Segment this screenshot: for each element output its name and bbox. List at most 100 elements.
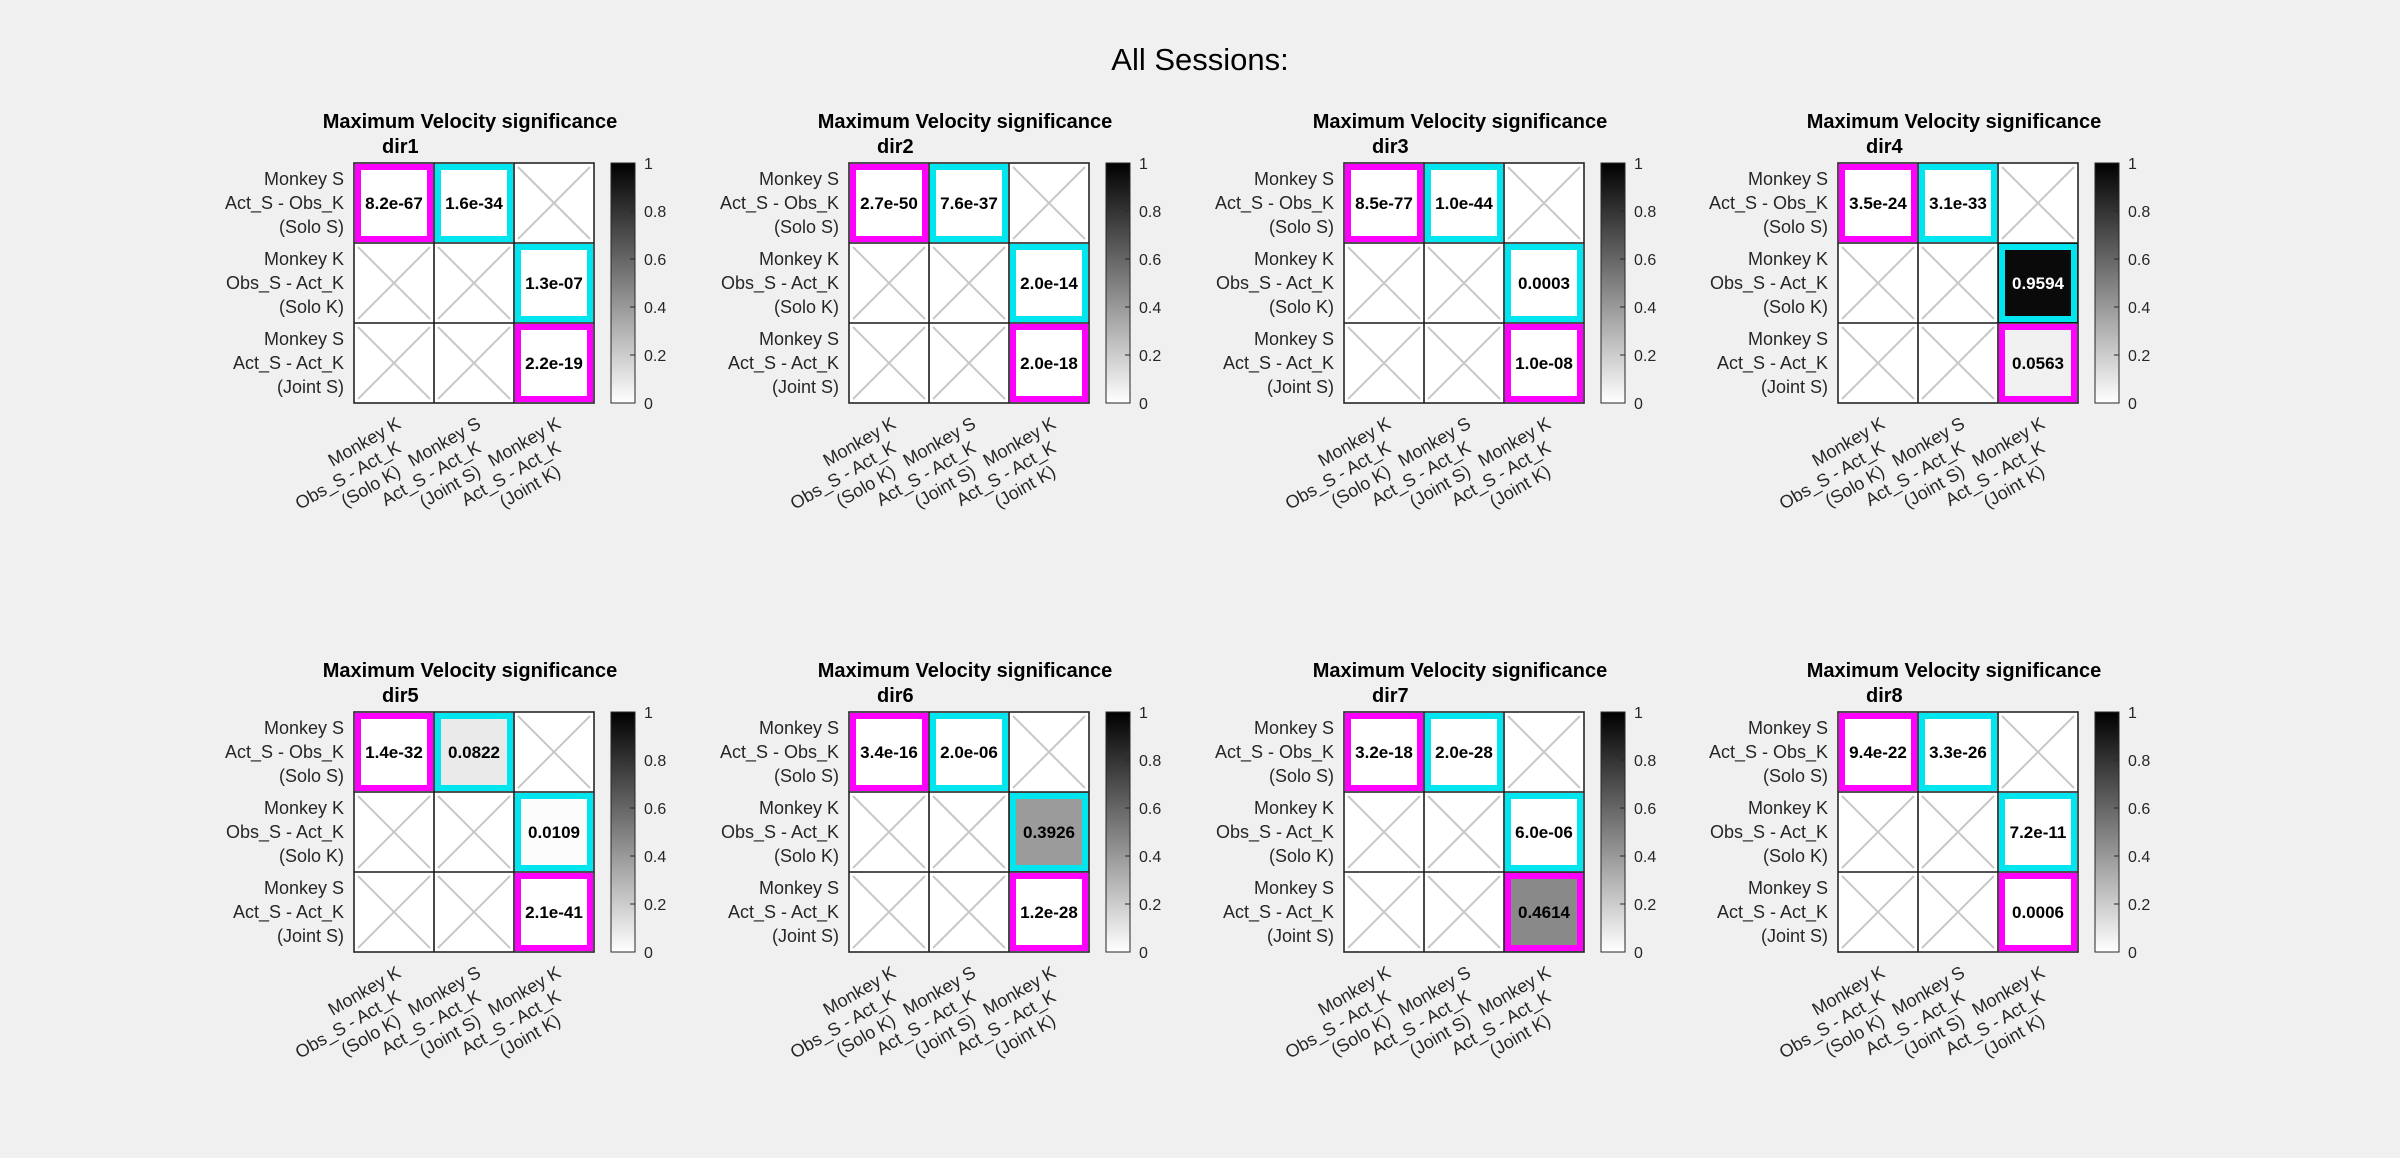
colorbar-tick-label: 0.4 (644, 849, 666, 866)
heatmap-cell (849, 712, 929, 792)
cell-value-label: 8.5e-77 (1355, 194, 1413, 213)
heatmap-cell (1009, 243, 1089, 323)
heatmap-border (1837, 711, 2079, 953)
cell-value-label: 0.0563 (2012, 354, 2064, 373)
colorbar-tick-label: 0.4 (2128, 300, 2150, 317)
empty-cell-cross (852, 246, 926, 320)
colorbar (1600, 711, 1626, 953)
row-label: Obs_S - Act_K (1710, 822, 1828, 843)
heatmap-cell (354, 712, 434, 792)
heatmap-cell (1998, 323, 2078, 403)
row-label: Obs_S - Act_K (226, 273, 344, 294)
cell-value-label: 6.0e-06 (1515, 823, 1573, 842)
panel-title: Maximum Velocity significance (1313, 660, 1608, 682)
heatmap-cell (514, 872, 594, 952)
cell-value-label: 3.4e-16 (860, 743, 918, 762)
colorbar-tick-label: 0.8 (644, 753, 666, 770)
highlight-box-magenta (355, 164, 433, 242)
highlight-box-cyan (1919, 713, 1997, 791)
empty-cell-cross (1347, 326, 1421, 400)
colorbar (1105, 711, 1131, 953)
row-label: (Solo S) (1269, 217, 1334, 237)
row-label: Obs_S - Act_K (1216, 273, 1334, 294)
row-label: (Solo S) (279, 217, 344, 237)
colorbar-tick-label: 0 (2128, 945, 2137, 962)
colorbar (1105, 162, 1131, 404)
row-label: Monkey K (1254, 798, 1334, 818)
row-label: (Joint S) (1761, 926, 1828, 946)
row-label: (Joint S) (1267, 926, 1334, 946)
highlight-box-magenta (1345, 713, 1423, 791)
highlight-box-cyan (515, 244, 593, 322)
panel-title: Maximum Velocity significance (818, 111, 1113, 133)
heatmap-panel-5: Maximum Velocity significance dir5 1.4e-32… (225, 660, 666, 1063)
colorbar-tick-label: 0.2 (644, 897, 666, 914)
row-label: (Solo K) (774, 846, 839, 866)
row-label: Monkey S (1254, 169, 1334, 189)
highlight-box-magenta (1505, 324, 1583, 402)
empty-cell-cross (437, 875, 511, 949)
empty-cell-cross (1921, 875, 1995, 949)
empty-cell-cross (852, 875, 926, 949)
row-label: (Joint S) (1761, 377, 1828, 397)
row-label: Monkey S (1254, 878, 1334, 898)
heatmap-cell (1504, 792, 1584, 872)
heatmap-cell (514, 323, 594, 403)
heatmap-cell (1009, 792, 1089, 872)
row-label: Monkey S (759, 878, 839, 898)
heatmap-border (848, 162, 1090, 404)
row-label: Act_S - Obs_K (225, 193, 344, 214)
row-label: Monkey S (264, 169, 344, 189)
heatmap-cell (1998, 792, 2078, 872)
row-label: (Solo S) (1763, 217, 1828, 237)
empty-cell-cross (1012, 166, 1086, 240)
row-label: Monkey S (1748, 329, 1828, 349)
heatmap-cell (1998, 243, 2078, 323)
colorbar-tick-label: 0 (2128, 396, 2137, 413)
colorbar-tick-label: 0.8 (1139, 204, 1161, 221)
highlight-box-magenta (1999, 324, 2077, 402)
empty-cell-cross (357, 246, 431, 320)
row-label: Act_S - Act_K (233, 353, 344, 374)
cell-value-label: 0.9594 (2012, 274, 2065, 293)
row-label: (Solo S) (1763, 766, 1828, 786)
empty-cell-cross (852, 326, 926, 400)
panel-subtitle: dir1 (382, 136, 419, 158)
colorbar-tick-label: 0.2 (2128, 348, 2150, 365)
colorbar-tick-label: 0.8 (2128, 753, 2150, 770)
colorbar-tick-label: 0.6 (2128, 801, 2150, 818)
colorbar-tick-label: 0 (644, 945, 653, 962)
heatmap-cell (1009, 323, 1089, 403)
cell-value-label: 3.5e-24 (1849, 194, 1907, 213)
cell-value-label: 0.4614 (1518, 903, 1571, 922)
heatmap-cell (1009, 872, 1089, 952)
heatmap-panel-6: Maximum Velocity significance dir6 3.4e-16… (720, 660, 1161, 1063)
empty-cell-cross (357, 875, 431, 949)
colorbar-tick-label: 1 (644, 156, 653, 173)
row-label: Monkey K (759, 798, 839, 818)
row-label: Obs_S - Act_K (226, 822, 344, 843)
highlight-box-cyan (1425, 164, 1503, 242)
row-label: (Joint S) (277, 926, 344, 946)
row-label: Obs_S - Act_K (1216, 822, 1334, 843)
row-label: Monkey S (1748, 169, 1828, 189)
row-label: Act_S - Act_K (1223, 353, 1334, 374)
empty-cell-cross (1012, 715, 1086, 789)
panel-title: Maximum Velocity significance (1807, 111, 2102, 133)
colorbar-tick-label: 0.8 (644, 204, 666, 221)
colorbar (2094, 162, 2120, 404)
empty-cell-cross (357, 795, 431, 869)
colorbar-tick-label: 0.6 (2128, 252, 2150, 269)
row-label: Monkey S (759, 169, 839, 189)
row-label: Obs_S - Act_K (721, 822, 839, 843)
row-label: (Joint S) (1267, 377, 1334, 397)
row-label: Act_S - Obs_K (1215, 193, 1334, 214)
row-label: Obs_S - Act_K (721, 273, 839, 294)
row-label: Monkey S (759, 329, 839, 349)
colorbar-tick-label: 0.4 (2128, 849, 2150, 866)
row-label: (Joint S) (277, 377, 344, 397)
colorbar-tick-label: 0.6 (644, 252, 666, 269)
row-label: Act_S - Obs_K (720, 742, 839, 763)
empty-cell-cross (932, 795, 1006, 869)
